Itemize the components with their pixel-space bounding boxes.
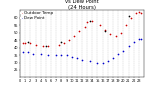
Point (127, 16, 130, 17)
Point (117, 53, 120, 54)
Point (24, 42, 26, 44)
Point (114, 35, 117, 36)
Point (99, 25, 101, 26)
Point (65, 54, 68, 56)
Point (39, 53, 42, 54)
Point (140, 13, 143, 14)
Point (47, 54, 50, 56)
Point (107, 60, 109, 62)
Point (26, 51, 29, 53)
Point (32, 53, 34, 54)
Point (63, 42, 65, 44)
Point (109, 34, 112, 35)
Point (88, 20, 91, 22)
Point (138, 38, 140, 39)
Point (44, 46, 47, 47)
Point (91, 20, 94, 22)
Point (132, 41, 135, 42)
Point (42, 46, 44, 47)
Point (138, 11, 140, 13)
Point (47, 46, 50, 47)
Point (76, 57, 78, 59)
Point (120, 32, 122, 33)
Point (78, 31, 81, 32)
Point (101, 62, 104, 63)
Point (55, 54, 57, 56)
Point (125, 25, 127, 26)
Point (104, 31, 107, 32)
Point (122, 50, 125, 51)
Point (112, 57, 114, 59)
Point (70, 56, 73, 57)
Point (83, 26, 86, 27)
Point (57, 44, 60, 45)
Point (60, 54, 63, 56)
Point (29, 42, 32, 44)
Point (135, 13, 138, 14)
Point (86, 22, 88, 23)
Point (34, 44, 37, 45)
Title: Milwaukee Weather Outdoor Temperature
vs Dew Point
(24 Hours): Milwaukee Weather Outdoor Temperature vs… (27, 0, 137, 10)
Point (21, 51, 24, 53)
Point (96, 62, 99, 63)
Point (26, 41, 29, 42)
Point (73, 35, 76, 36)
Point (21, 42, 24, 44)
Point (127, 46, 130, 47)
Point (88, 60, 91, 62)
Point (60, 41, 63, 42)
Point (104, 29, 107, 30)
Legend: Outdoor Temp, Dew Point: Outdoor Temp, Dew Point (21, 11, 53, 20)
Point (140, 38, 143, 39)
Point (81, 59, 83, 60)
Point (68, 39, 70, 41)
Point (130, 17, 132, 19)
